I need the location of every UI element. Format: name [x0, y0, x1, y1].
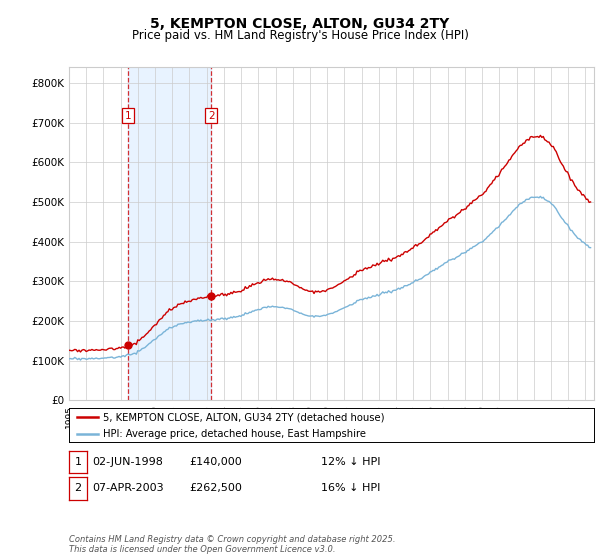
Text: 02-JUN-1998: 02-JUN-1998 [92, 457, 163, 467]
Text: 07-APR-2003: 07-APR-2003 [92, 483, 163, 493]
Text: 1: 1 [74, 457, 82, 467]
Text: 16% ↓ HPI: 16% ↓ HPI [321, 483, 380, 493]
Text: 12% ↓ HPI: 12% ↓ HPI [321, 457, 380, 467]
Text: Price paid vs. HM Land Registry's House Price Index (HPI): Price paid vs. HM Land Registry's House … [131, 29, 469, 42]
Text: 2: 2 [74, 483, 82, 493]
Text: 5, KEMPTON CLOSE, ALTON, GU34 2TY: 5, KEMPTON CLOSE, ALTON, GU34 2TY [151, 17, 449, 31]
Text: 2: 2 [208, 110, 215, 120]
Text: Contains HM Land Registry data © Crown copyright and database right 2025.
This d: Contains HM Land Registry data © Crown c… [69, 535, 395, 554]
Text: £140,000: £140,000 [189, 457, 242, 467]
Text: HPI: Average price, detached house, East Hampshire: HPI: Average price, detached house, East… [103, 429, 366, 438]
Bar [128, 67, 211, 400]
Text: £262,500: £262,500 [189, 483, 242, 493]
Text: 1: 1 [125, 110, 131, 120]
Text: 5, KEMPTON CLOSE, ALTON, GU34 2TY (detached house): 5, KEMPTON CLOSE, ALTON, GU34 2TY (detac… [103, 412, 385, 422]
